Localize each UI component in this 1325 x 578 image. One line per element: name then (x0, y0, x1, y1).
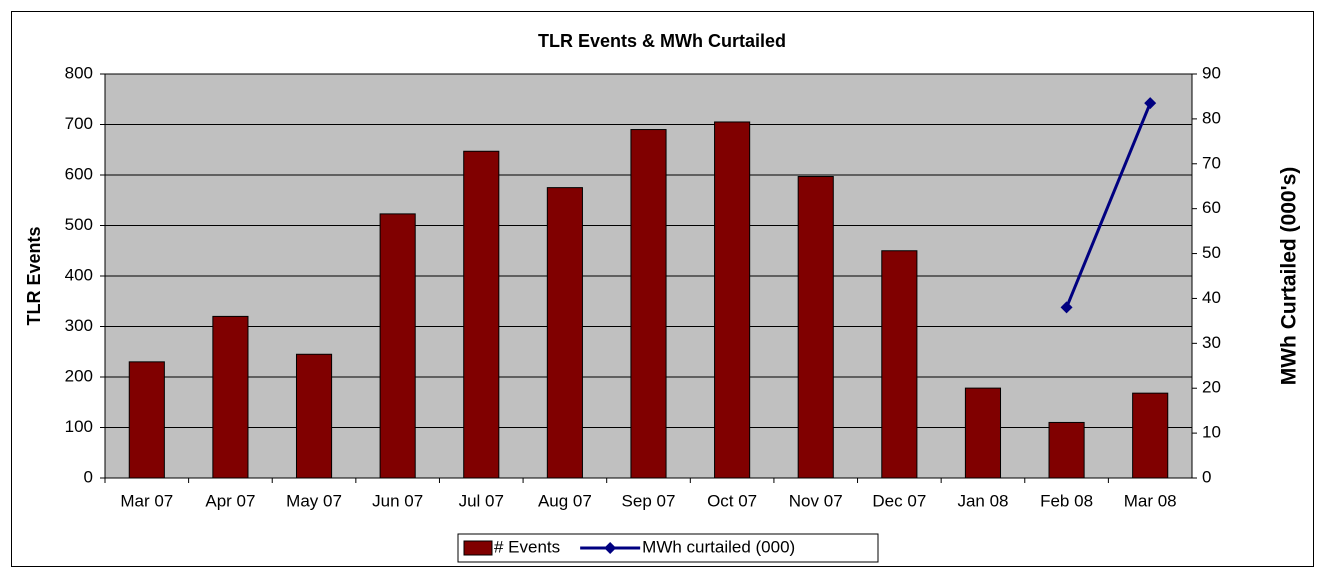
y2-tick-label: 80 (1202, 108, 1221, 127)
x-tick-label: Mar 07 (120, 491, 173, 510)
y-tick-label: 100 (65, 417, 93, 436)
legend-label: # Events (494, 537, 560, 556)
marker (1144, 97, 1157, 110)
y-tick-label: 400 (65, 265, 93, 284)
y2-tick-label: 60 (1202, 198, 1221, 217)
line (1065, 102, 1152, 308)
x-tick-label: Aug 07 (538, 491, 592, 510)
x-tick-label: Mar 08 (1124, 491, 1177, 510)
y2-tick-label: 90 (1202, 63, 1221, 82)
y-tick-label: 300 (65, 316, 93, 335)
bar (212, 315, 249, 479)
marker (1060, 301, 1073, 314)
x-tick-label: Feb 08 (1040, 491, 1093, 510)
x-tick-label: Nov 07 (789, 491, 843, 510)
y-tick-label: 500 (65, 215, 93, 234)
bar (1132, 392, 1169, 479)
bar (881, 250, 918, 479)
x-tick-label: Dec 07 (872, 491, 926, 510)
legend-box (457, 533, 879, 563)
y-axis-label: TLR Events (24, 226, 44, 325)
x-tick-label: Jan 08 (957, 491, 1008, 510)
bar (379, 213, 416, 479)
x-tick-label: Jul 07 (459, 491, 504, 510)
bar (546, 187, 583, 479)
bar (128, 361, 165, 479)
y2-tick-label: 30 (1202, 333, 1221, 352)
bar (797, 176, 834, 479)
y2-tick-label: 10 (1202, 423, 1221, 442)
bar (630, 129, 667, 479)
chart-title: TLR Events & MWh Curtailed (538, 31, 786, 51)
y2-tick-label: 0 (1202, 467, 1211, 486)
y2-tick-label: 50 (1202, 243, 1221, 262)
bar (295, 353, 333, 479)
x-tick-label: May 07 (286, 491, 342, 510)
y-tick-label: 700 (65, 114, 93, 133)
y2-tick-label: 20 (1202, 378, 1221, 397)
y-tick-label: 0 (84, 467, 93, 486)
x-tick-label: Sep 07 (622, 491, 676, 510)
x-tick-label: Oct 07 (707, 491, 757, 510)
bar (714, 121, 751, 479)
x-tick-label: Jun 07 (372, 491, 423, 510)
y2-tick-label: 70 (1202, 153, 1221, 172)
legend-label: MWh curtailed (000) (642, 537, 795, 556)
legend-marker (604, 542, 617, 554)
bar (964, 387, 1002, 479)
y-tick-label: 600 (65, 164, 93, 183)
bar (1048, 421, 1085, 479)
y2-tick-label: 40 (1202, 288, 1221, 307)
y2-axis-label: MWh Curtailed (000's) (1278, 167, 1301, 386)
bar (463, 150, 500, 479)
y-tick-label: 800 (65, 63, 93, 82)
y-tick-label: 200 (65, 366, 93, 385)
legend-swatch (463, 540, 493, 556)
x-tick-label: Apr 07 (205, 491, 255, 510)
